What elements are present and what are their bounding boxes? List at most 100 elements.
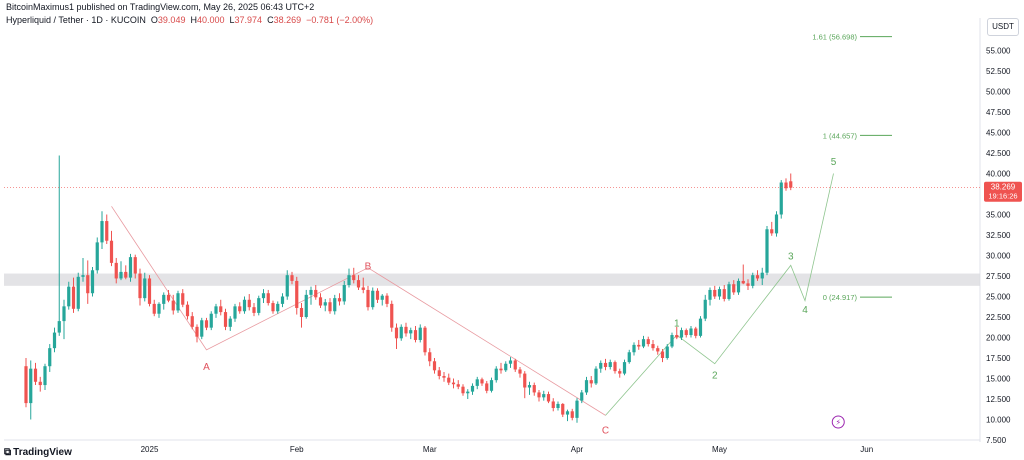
price-tick-label: 40.000: [986, 170, 1011, 179]
price-tick-label: 45.000: [986, 129, 1011, 138]
candle-body: [532, 385, 536, 393]
last-price-badge: [984, 181, 1022, 202]
candle-body: [447, 377, 451, 383]
candle-body: [713, 289, 717, 297]
candle-body: [323, 302, 327, 306]
candle-body: [24, 366, 28, 404]
candle-body: [599, 362, 603, 369]
tradingview-mark-icon: ⧉: [4, 447, 12, 458]
candle-body: [508, 360, 513, 364]
candle-body: [755, 275, 760, 279]
candle-body: [475, 379, 479, 386]
candle-body: [627, 352, 631, 363]
candle-body: [432, 361, 437, 371]
candle-body: [665, 346, 669, 358]
candle-body: [71, 286, 76, 309]
candle-body: [195, 326, 199, 337]
abc-wave-path: [111, 206, 606, 416]
candle-body: [209, 313, 213, 328]
candle-body: [166, 294, 171, 301]
candle-body: [708, 289, 712, 300]
candle-body: [242, 299, 247, 312]
price-tick-label: 25.000: [986, 293, 1011, 302]
wave-label-c: C: [602, 425, 609, 436]
candle-body: [551, 401, 555, 409]
candle-body: [546, 394, 551, 402]
candle-body: [223, 312, 228, 327]
candle-body: [570, 411, 574, 418]
candle-body: [675, 335, 679, 338]
candle-body: [124, 271, 128, 278]
last-price-label: 38.269: [991, 183, 1016, 192]
candle-body: [347, 275, 351, 286]
price-tick-label: 42.500: [986, 149, 1011, 158]
candle-body: [765, 229, 769, 273]
candle-body: [575, 400, 579, 418]
time-tick-label: Apr: [571, 445, 584, 454]
candle-body: [485, 383, 489, 391]
candle-body: [684, 330, 688, 336]
candle-body: [651, 344, 655, 349]
candle-body: [76, 276, 80, 309]
candle-body: [361, 287, 365, 290]
candle-body: [114, 262, 118, 279]
candle-body: [523, 373, 527, 388]
countdown-label: 19:16:26: [988, 192, 1017, 201]
candle-body: [238, 306, 242, 312]
candle-body: [295, 280, 299, 308]
candle-body: [219, 306, 223, 313]
tradingview-logo[interactable]: ⧉ TradingView: [4, 447, 72, 458]
candle-body: [337, 298, 342, 302]
high-value: 40.000: [196, 15, 225, 25]
time-tick-label: Feb: [290, 445, 304, 454]
price-tick-label: 32.500: [986, 231, 1011, 240]
wave-label-b: B: [365, 261, 372, 272]
candle-body: [751, 275, 755, 286]
candle-body: [366, 289, 370, 308]
candle-body: [100, 221, 104, 243]
candle-body: [43, 366, 47, 386]
candle-body: [789, 181, 793, 188]
candle-body: [689, 328, 693, 336]
resistance-zone: [4, 273, 980, 286]
price-tick-label: 55.000: [986, 47, 1011, 56]
candle-body: [418, 327, 422, 340]
candle-body: [171, 300, 175, 311]
candle-body: [247, 299, 251, 308]
candle-body: [470, 385, 475, 392]
candle-body: [228, 318, 232, 327]
candle-body: [309, 289, 313, 295]
candle-body: [399, 326, 403, 339]
wave-label-a: A: [203, 362, 210, 373]
candle-body: [646, 339, 650, 345]
candle-body: [556, 403, 560, 409]
candle-body: [33, 368, 38, 382]
time-tick-label: May: [712, 445, 727, 454]
close-label: C: [267, 15, 274, 25]
low-label: L: [229, 15, 235, 25]
candle-body: [784, 182, 788, 189]
candle-body: [252, 307, 256, 313]
candle-body: [57, 321, 61, 333]
candle-body: [95, 242, 99, 271]
price-tick-label: 7.500: [986, 436, 1007, 445]
alert-circle-icon: [831, 415, 845, 429]
fib-level-label: 1 (44.657): [823, 131, 858, 140]
price-tick-label: 22.500: [986, 313, 1011, 322]
candle-body: [328, 302, 332, 312]
currency-button[interactable]: USDT: [987, 18, 1019, 36]
candle-body: [561, 403, 565, 415]
candle-body: [109, 240, 114, 263]
candle-body: [52, 332, 57, 349]
candle-body: [375, 290, 380, 300]
candle-body: [760, 272, 764, 279]
candle-body: [437, 370, 441, 377]
candle-body: [660, 351, 665, 358]
candle-body: [143, 278, 147, 299]
candle-body: [119, 271, 123, 279]
candle-body: [48, 348, 52, 367]
candle-body: [518, 369, 522, 374]
candle-body: [38, 381, 42, 386]
candle-body: [380, 295, 384, 300]
